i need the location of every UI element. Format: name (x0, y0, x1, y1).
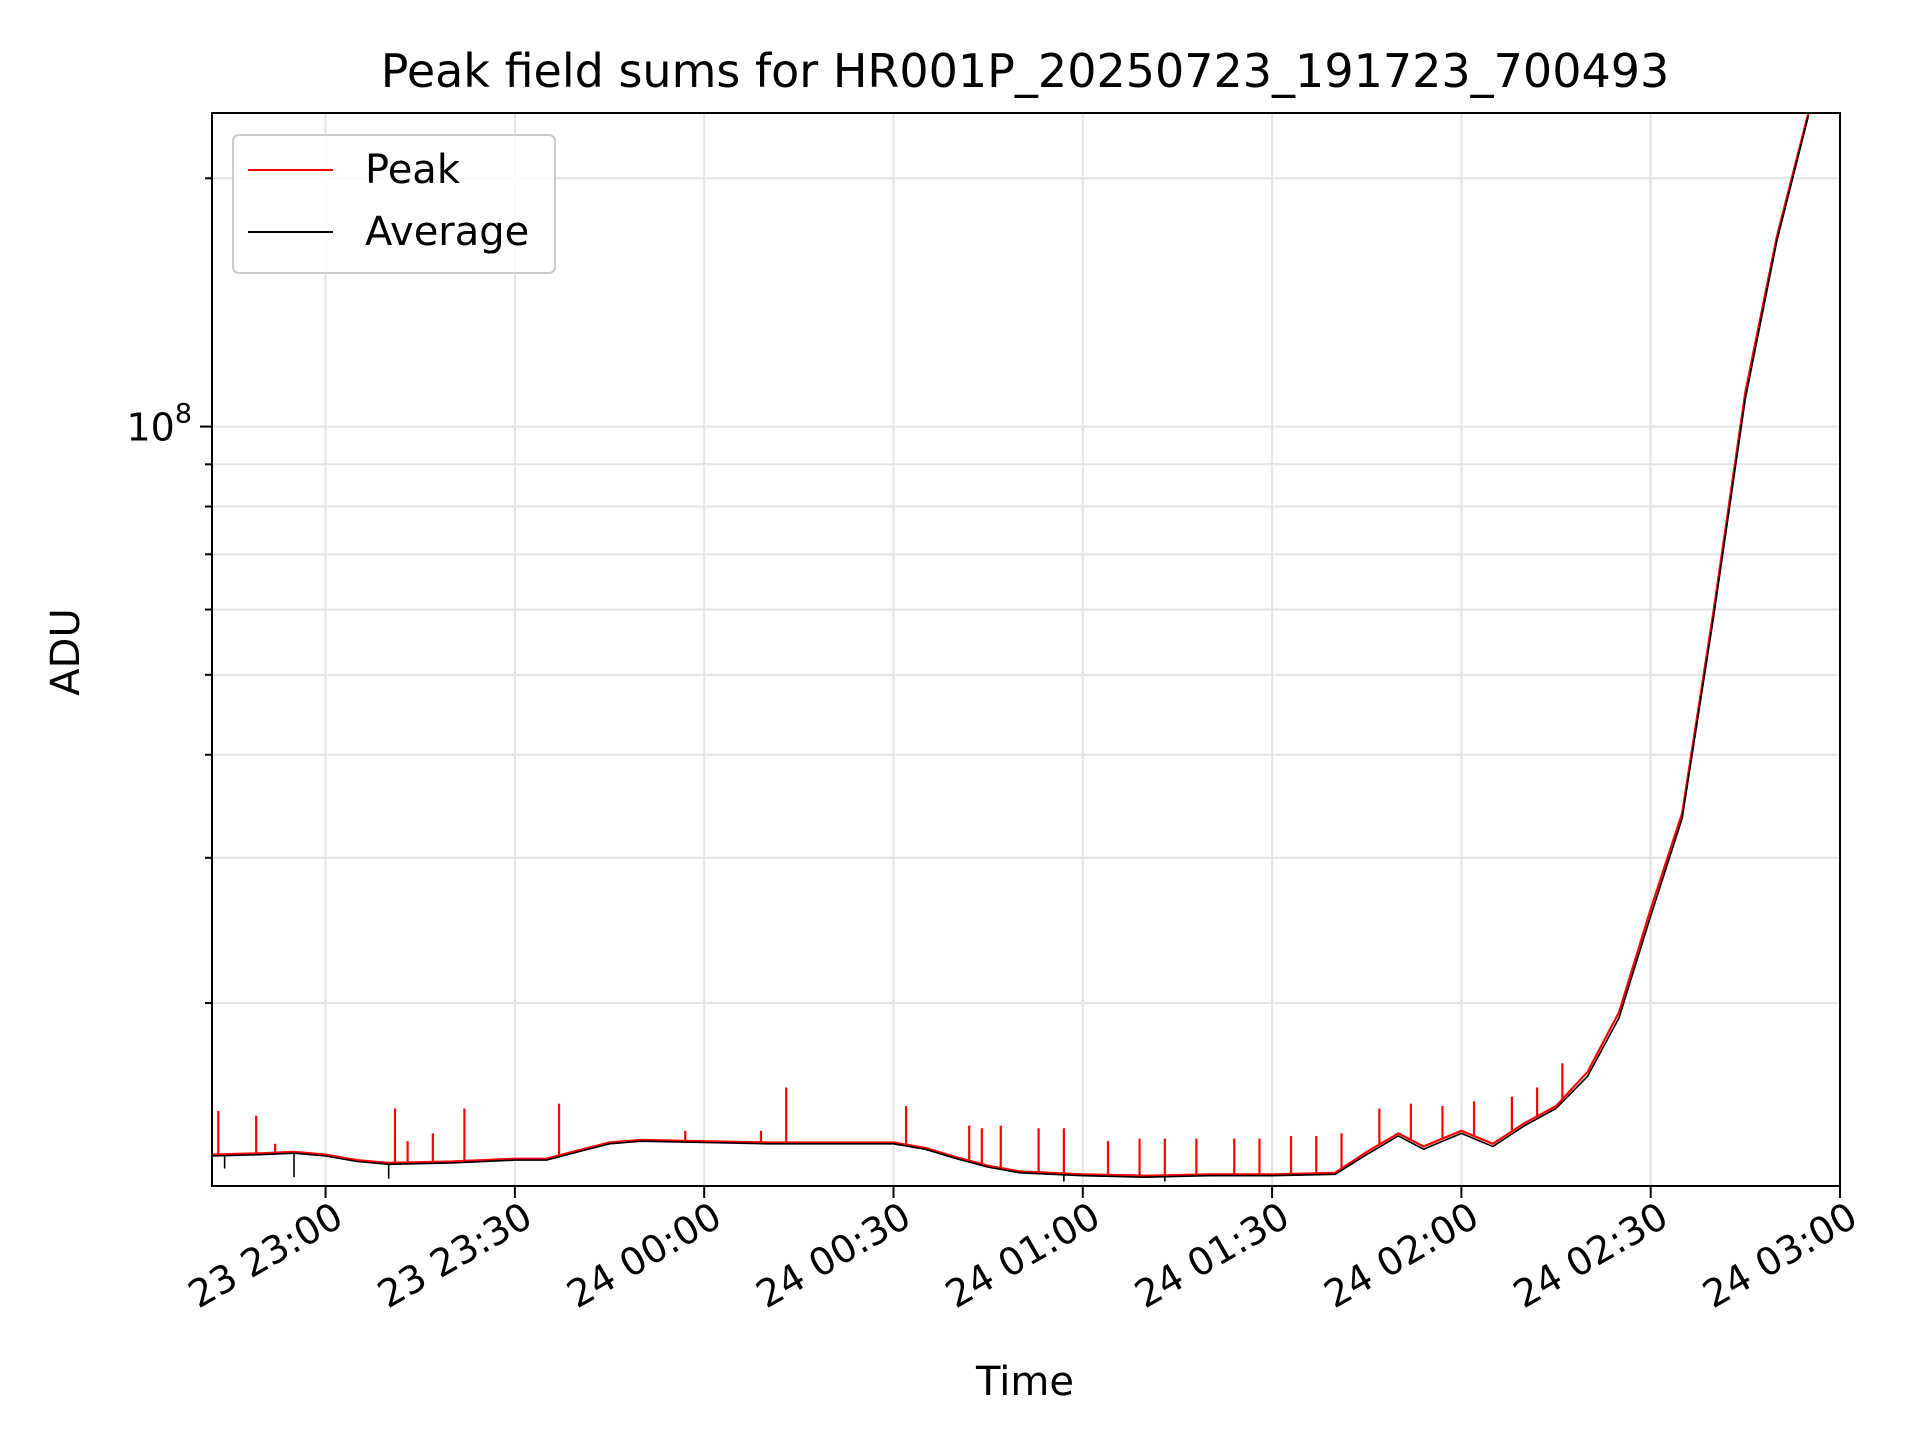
x-tick-label: 24 00:00 (560, 1194, 729, 1317)
series-line-peak (212, 113, 1810, 1177)
y-axis-label: ADU (43, 608, 89, 695)
x-tick-label: 24 03:00 (1695, 1194, 1864, 1317)
x-tick-label: 23 23:30 (370, 1194, 539, 1317)
x-tick-label: 24 01:00 (938, 1194, 1107, 1317)
grid (212, 113, 1840, 1186)
x-tick-label: 24 02:30 (1506, 1194, 1675, 1317)
x-tick-label: 23 23:00 (181, 1194, 350, 1317)
chart-title: Peak field sums for HR001P_20250723_1917… (381, 44, 1670, 98)
x-axis: 23 23:00 23 23:30 24 00:00 24 00:30 24 01:00… (181, 1186, 1865, 1317)
series-line-average (212, 115, 1810, 1178)
y-axis: 108 (126, 177, 212, 1005)
plot-frame (211, 112, 1841, 1187)
legend: Peak Average (232, 134, 556, 274)
y-tick-label: 108 (126, 399, 192, 450)
x-tick-label: 24 00:30 (749, 1194, 918, 1317)
series-layer (212, 113, 1810, 1182)
legend-label-average: Average (365, 209, 529, 255)
legend-label-peak: Peak (365, 147, 461, 193)
x-axis-label: Time (975, 1359, 1074, 1405)
x-tick-label: 24 01:30 (1127, 1194, 1296, 1317)
x-tick-label: 24 02:00 (1317, 1194, 1486, 1317)
